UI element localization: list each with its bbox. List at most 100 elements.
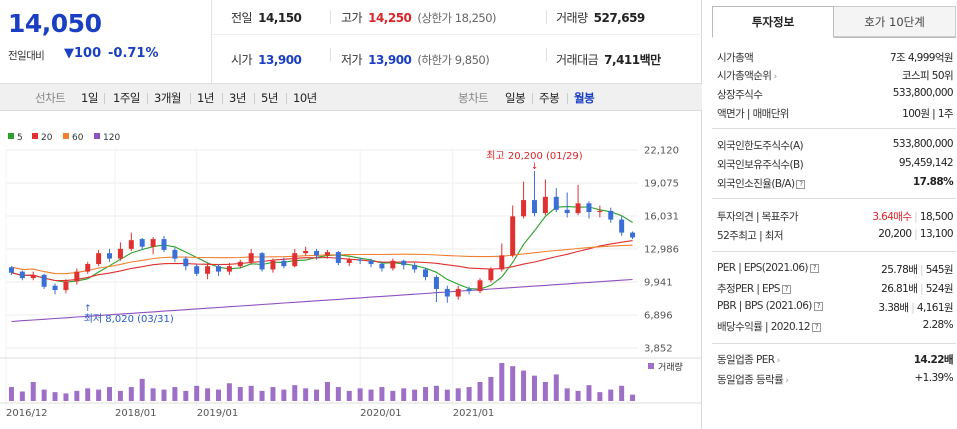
candle-body: [128, 240, 134, 249]
line-chart-label[interactable]: 선차트: [35, 91, 66, 105]
candle-body: [270, 260, 276, 270]
volume-bar: [608, 389, 614, 401]
period-1d[interactable]: 1일: [81, 91, 98, 105]
volume-bar: [314, 389, 320, 401]
volume-bar: [30, 382, 36, 401]
volume-label: 거래량: [658, 361, 683, 373]
info-tabs: 투자정보 호가 10단계: [712, 6, 956, 38]
candle-body: [608, 210, 614, 220]
candle-body: [597, 210, 603, 212]
y-tick-label: 22,120: [644, 146, 679, 157]
open-price: 시가 13,900: [231, 53, 302, 67]
volume-bar: [521, 370, 527, 401]
volume-bar: [183, 390, 189, 401]
candle-body: [466, 288, 472, 292]
help-icon[interactable]: ?: [796, 180, 806, 189]
candle-body: [531, 200, 537, 214]
down-arrow-icon: ↓: [531, 162, 539, 172]
volume-legend-swatch: [648, 363, 654, 369]
volume-bar: [8, 387, 14, 401]
chevron-right-icon: ›: [783, 376, 789, 386]
volume-bar: [575, 390, 581, 401]
help-icon[interactable]: ?: [781, 285, 791, 294]
volume-bar: [161, 389, 167, 401]
x-tick-label: 2016/12: [6, 408, 48, 419]
candle-body: [521, 200, 527, 217]
volume-bar: [531, 375, 537, 401]
period-3m[interactable]: 3개월: [154, 91, 181, 105]
candle-body: [150, 239, 156, 247]
volume-bar: [368, 389, 374, 401]
industry-per-row[interactable]: 동일업종 PER › 14.22배: [717, 354, 954, 366]
market-cap-rank-row[interactable]: 시가총액순위 › 코스피 50위: [717, 70, 954, 82]
tab-invest-info[interactable]: 투자정보: [712, 6, 834, 38]
foreign-limit-row: 외국인한도주식수(A) 533,800,000: [717, 138, 954, 152]
volume-bar: [74, 390, 80, 401]
volume-bar: [281, 389, 287, 401]
volume-bar: [85, 388, 91, 401]
help-icon[interactable]: ?: [811, 323, 821, 332]
price-summary: 14,050 전일대비 ▼100 -0.71% 전일 14,150 고가 14,25…: [0, 0, 702, 84]
volume-bar: [542, 382, 548, 401]
candle-body: [401, 260, 407, 266]
stock-panel: 14,050 전일대비 ▼100 -0.71% 전일 14,150 고가 14,25…: [0, 0, 702, 429]
industry-change-row[interactable]: 동일업종 등락률 › +1.39%: [717, 372, 954, 386]
volume-bar: [433, 385, 439, 401]
volume-bar: [107, 387, 113, 401]
volume-bar: [390, 390, 396, 401]
candle-body: [117, 248, 123, 259]
candle-chart-label[interactable]: 봉차트: [458, 91, 489, 105]
candle-body: [586, 203, 592, 212]
chevron-right-icon: ›: [771, 72, 778, 82]
candle-body: [41, 274, 47, 287]
period-5y[interactable]: 5년: [261, 91, 278, 105]
candle-body: [412, 265, 418, 270]
volume-bar: [630, 394, 636, 401]
volume-bar: [259, 390, 265, 401]
volume-bar: [172, 387, 178, 401]
volume-bar: [205, 388, 211, 401]
y-tick-label: 3,852: [644, 344, 673, 355]
candle-body: [292, 253, 298, 267]
candle-body: [444, 288, 450, 297]
period-10y[interactable]: 10년: [293, 91, 317, 105]
candle-monthly[interactable]: 월봉: [574, 91, 595, 105]
candle-body: [172, 249, 178, 259]
candle-body: [488, 269, 494, 281]
volume-bar: [455, 388, 461, 401]
candle-body: [346, 259, 352, 263]
candle-weekly[interactable]: 주봉: [539, 91, 560, 105]
candle-body: [96, 253, 102, 265]
volume-bar: [270, 387, 276, 401]
candle-body: [183, 258, 189, 267]
volume-bar: [96, 389, 102, 401]
candle-body: [357, 259, 363, 261]
tab-hoga-10[interactable]: 호가 10단계: [834, 6, 956, 37]
volume-bar: [401, 388, 407, 401]
volume-bar: [423, 387, 429, 401]
volume-bar: [412, 389, 418, 401]
candle-body: [575, 203, 581, 214]
period-1w[interactable]: 1주일: [113, 91, 140, 105]
help-icon[interactable]: ?: [813, 302, 823, 311]
period-3y[interactable]: 3년: [229, 91, 246, 105]
candle-body: [237, 261, 243, 267]
legend-label-5: 5: [17, 133, 23, 143]
legend-label-20: 20: [41, 133, 53, 143]
period-1y[interactable]: 1년: [197, 91, 214, 105]
candle-body: [8, 267, 14, 273]
candle-body: [390, 260, 396, 269]
candle-body: [542, 196, 548, 214]
candle-daily[interactable]: 일봉: [505, 91, 526, 105]
volume-bar: [19, 391, 25, 401]
volume-bar: [292, 385, 298, 401]
volume-bar: [499, 363, 505, 401]
pbr-bps-row: PBR | BPS (2021.06)? 3.38배 | 4,161원: [717, 300, 954, 314]
candle-body: [30, 274, 36, 279]
volume-bar: [150, 388, 156, 401]
help-icon[interactable]: ?: [809, 264, 819, 273]
candle-body: [368, 260, 374, 265]
change-label: 전일대비: [8, 50, 45, 62]
volume-bar: [564, 388, 570, 401]
week52-row: 52주최고 | 최저 20,200 | 13,100: [717, 228, 954, 242]
